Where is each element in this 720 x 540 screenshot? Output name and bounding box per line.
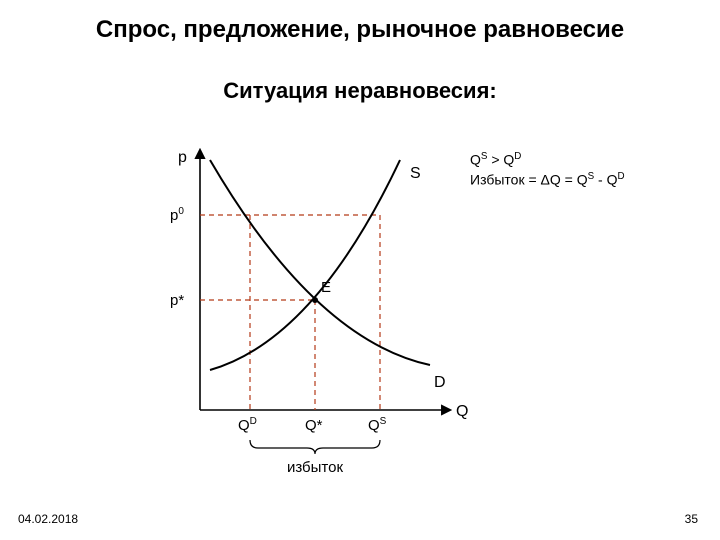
- footer-page: 35: [685, 512, 698, 526]
- svg-text:p0: p0: [170, 206, 184, 224]
- svg-text:p*: p*: [170, 292, 184, 309]
- svg-text:QD: QD: [238, 416, 257, 434]
- footer-date: 04.02.2018: [18, 512, 78, 526]
- svg-text:E: E: [321, 279, 331, 296]
- annotation-line2: Избыток = ΔQ = QS - QD: [470, 170, 625, 190]
- svg-text:QS: QS: [368, 416, 387, 434]
- svg-text:избыток: избыток: [287, 459, 344, 476]
- slide-title: Спрос, предложение, рыночное равновесие: [0, 16, 720, 44]
- supply-demand-chart: pQSDEp0p*QDQ*QSизбыток: [150, 140, 470, 480]
- slide-subtitle-text: Ситуация неравновесия:: [223, 78, 496, 103]
- annotation-block: QS > QD Избыток = ΔQ = QS - QD: [470, 150, 625, 189]
- svg-text:p: p: [178, 149, 187, 166]
- slide-title-text: Спрос, предложение, рыночное равновесие: [96, 16, 624, 43]
- annotation-line1: QS > QD: [470, 150, 625, 170]
- svg-text:Q*: Q*: [305, 417, 323, 434]
- slide-subtitle: Ситуация неравновесия:: [0, 78, 720, 104]
- svg-text:S: S: [410, 165, 421, 182]
- svg-text:D: D: [434, 374, 446, 391]
- svg-text:Q: Q: [456, 403, 468, 420]
